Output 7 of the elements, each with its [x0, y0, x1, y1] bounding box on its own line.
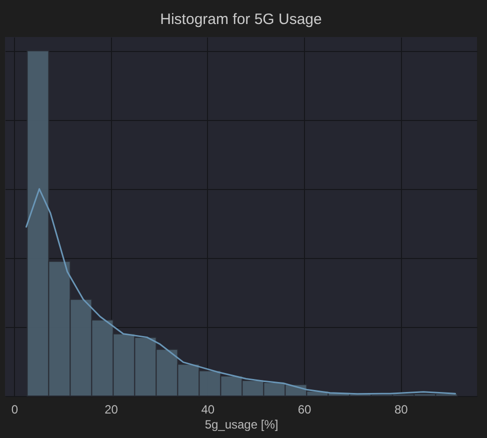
x-tick-label: 80: [394, 402, 408, 416]
x-tick-label: 20: [104, 402, 118, 416]
x-tick-label: 40: [201, 402, 215, 416]
x-axis-title: 5g_usage [%]: [204, 418, 278, 432]
chart-title: Histogram for 5G Usage: [160, 11, 322, 28]
x-tick-label: 0: [11, 402, 18, 416]
x-tick-label: 60: [298, 402, 312, 416]
